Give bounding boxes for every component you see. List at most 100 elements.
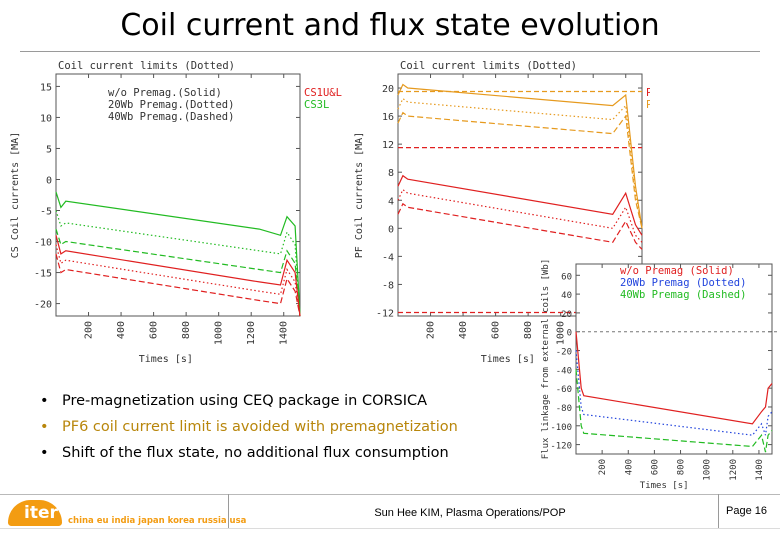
bullet-list: • Pre-magnetization using CEQ package in …: [40, 388, 560, 466]
x-tick-label: 1000: [214, 321, 225, 345]
series-line: [55, 191, 301, 317]
y-tick-label: 0: [388, 224, 394, 235]
footer-separator: [228, 494, 229, 528]
y-tick-label: 8: [388, 168, 394, 179]
chart-title: Coil current limits (Dotted): [58, 60, 235, 72]
x-tick-label: 200: [84, 321, 95, 339]
y-tick-label: -4: [382, 252, 394, 263]
y-axis-label: Flux linkage from external coils [Wb]: [541, 259, 551, 459]
footer-bottom-divider: [0, 528, 780, 529]
series-line: [55, 244, 301, 317]
legend-entry: 40Wb Premag (Dashed): [620, 289, 746, 301]
y-tick-label: 5: [46, 144, 52, 155]
x-tick-label: 400: [116, 321, 127, 339]
bullet-text: PF6 coil current limit is avoided with p…: [62, 419, 458, 435]
y-tick-label: 16: [382, 112, 394, 123]
x-tick-label: 400: [624, 459, 634, 475]
coil-label: PF1: [646, 87, 650, 99]
series-line: [397, 83, 643, 229]
iter-logo: iter china eu india japan korea russia u…: [8, 500, 246, 526]
y-tick-label: 0: [46, 175, 52, 186]
x-axis-label: Times [s]: [481, 354, 535, 365]
pf-coil-current-chart: Coil current limits (Dotted) 20 16 12 8 4 0 -4-…: [350, 56, 650, 366]
iter-members-text: china eu india japan korea russia usa: [68, 516, 247, 526]
y-tick-label: -12: [376, 308, 394, 319]
series-line: [55, 228, 301, 317]
y-tick-label: -5: [40, 207, 52, 218]
footer-separator: [718, 494, 719, 528]
series-line: [55, 210, 301, 317]
x-tick-label: 400: [458, 321, 469, 339]
x-tick-label: 600: [149, 321, 160, 339]
x-axis-label: Times [s]: [640, 481, 689, 491]
x-tick-label: 200: [426, 321, 437, 339]
y-tick-label: 4: [388, 196, 394, 207]
iter-logo-mark: [8, 500, 62, 526]
bullet-marker: •: [40, 393, 49, 409]
y-tick-label: -60: [556, 385, 572, 395]
legend-entry: 40Wb Premag.(Dashed): [108, 111, 234, 123]
x-tick-label: 1400: [755, 459, 765, 481]
y-axis-label: CS Coil currents [MA]: [10, 132, 21, 258]
y-tick-label: 40: [561, 291, 572, 301]
pf-coil-current-plot: Coil current limits (Dotted)201612840-4-…: [354, 60, 650, 365]
bullet-text: Shift of the flux state, no additional f…: [62, 445, 449, 461]
series-line: [575, 331, 773, 425]
bullet-item: • PF6 coil current limit is avoided with …: [40, 414, 560, 440]
y-tick-label: -15: [34, 269, 52, 280]
chart-title: Coil current limits (Dotted): [400, 60, 577, 72]
cs-coil-current-plot: Coil current limits (Dotted) 15 10 5 0 -5 -10 -…: [10, 60, 342, 365]
y-tick-label: -100: [550, 423, 572, 433]
x-tick-label: 1000: [556, 321, 567, 345]
iter-logo-text: iter: [24, 503, 58, 523]
y-tick-label: -10: [34, 238, 52, 249]
plot-frame: [575, 263, 773, 455]
series-line: [397, 202, 643, 250]
legend-entry: w/o Premag (Solid): [620, 265, 734, 277]
series-line: [575, 350, 773, 436]
title-divider: [20, 51, 760, 52]
y-tick-label: -80: [556, 404, 572, 414]
y-tick-label: -20: [34, 300, 52, 311]
bullet-item: • Shift of the flux state, no additional …: [40, 440, 560, 466]
legend-entry: 20Wb Premag.(Dotted): [108, 99, 234, 111]
bullet-item: • Pre-magnetization using CEQ package in …: [40, 388, 560, 414]
x-tick-label: 800: [677, 459, 687, 475]
y-tick-label: 20: [382, 84, 394, 95]
series-line: [397, 174, 643, 236]
x-tick-label: 200: [598, 459, 608, 475]
series-line: [575, 369, 773, 453]
coil-label: PF6: [646, 99, 650, 111]
x-tick-label: 1200: [729, 459, 739, 481]
y-tick-label: 15: [40, 82, 52, 93]
bullet-marker: •: [40, 419, 49, 435]
bullet-text: Pre-magnetization using CEQ package in C…: [62, 393, 428, 409]
x-tick-label: 1000: [703, 459, 713, 481]
coil-label: CS3L: [304, 99, 329, 111]
y-tick-label: -8: [382, 280, 394, 291]
legend-entry: w/o Premag.(Solid): [108, 87, 222, 99]
cs-coil-current-chart: Coil current limits (Dotted) 15 10 5 0 -5 -10 -…: [6, 56, 354, 366]
x-tick-label: 600: [650, 459, 660, 475]
y-tick-label: -40: [556, 366, 572, 376]
page-number: Page 16: [726, 505, 767, 517]
x-tick-label: 600: [491, 321, 502, 339]
bullet-marker: •: [40, 445, 49, 461]
y-tick-label: 60: [561, 272, 572, 282]
plot-frame: [55, 73, 301, 317]
footer-author: Sun Hee KIM, Plasma Operations/POP: [374, 507, 566, 519]
coil-label: CS1U&L: [304, 87, 342, 99]
x-tick-label: 1400: [279, 321, 290, 345]
series-line: [397, 111, 643, 229]
x-axis-label: Times [s]: [139, 354, 193, 365]
x-tick-label: 800: [523, 321, 534, 339]
x-tick-label: 800: [181, 321, 192, 339]
legend-entry: 20Wb Premag (Dotted): [620, 277, 746, 289]
y-tick-label: -120: [550, 442, 572, 452]
y-axis-label: PF Coil currents [MA]: [354, 132, 365, 258]
series-line: [55, 253, 301, 317]
y-tick-label: 0: [567, 329, 572, 339]
series-line: [55, 235, 301, 317]
x-tick-label: 1200: [246, 321, 257, 345]
